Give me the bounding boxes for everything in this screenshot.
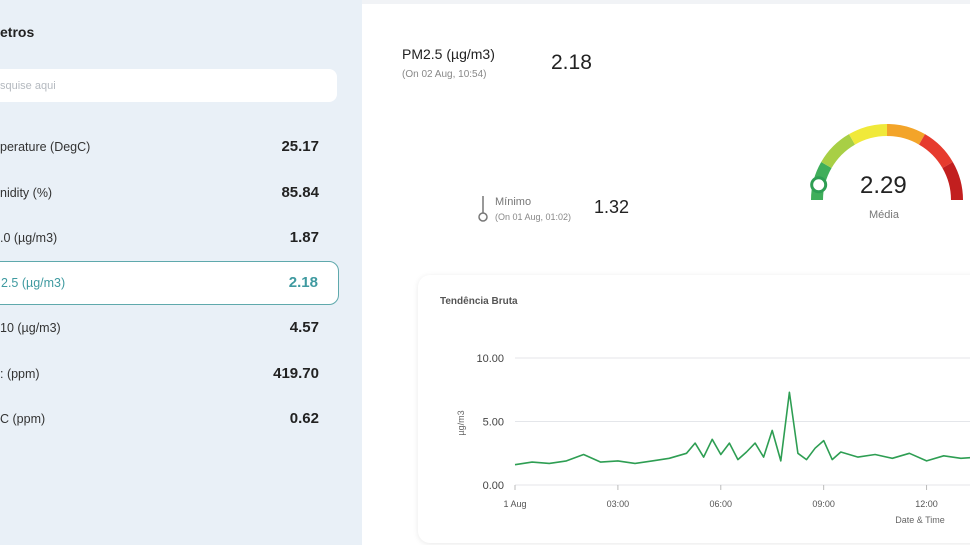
top-bar bbox=[362, 0, 970, 4]
y-tick-label: 10.00 bbox=[476, 353, 504, 365]
gauge-segment bbox=[886, 124, 925, 145]
x-tick-label: 06:00 bbox=[710, 499, 733, 509]
param-value: 1.87 bbox=[289, 229, 319, 246]
param-label: perature (DegC) bbox=[0, 140, 91, 154]
current-param-value: 2.18 bbox=[551, 51, 592, 74]
param-row[interactable]: 2.5 (µg/m3) 2.18 bbox=[0, 261, 339, 305]
sidebar-title: etros bbox=[0, 24, 35, 40]
thermometer-icon bbox=[478, 196, 488, 222]
minimum-label: Mínimo bbox=[495, 196, 532, 208]
param-value: 0.62 bbox=[289, 410, 319, 427]
x-tick-label: 1 Aug bbox=[503, 499, 526, 509]
trend-chart-card bbox=[418, 275, 970, 543]
param-value: 419.70 bbox=[273, 365, 319, 382]
x-tick-label: 12:00 bbox=[915, 499, 938, 509]
gauge-segment bbox=[918, 134, 953, 169]
minimum-value: 1.32 bbox=[594, 197, 630, 217]
average-gauge bbox=[810, 124, 963, 201]
gauge-indicator bbox=[810, 176, 828, 194]
param-label: nidity (%) bbox=[0, 186, 53, 200]
param-label: : (ppm) bbox=[0, 367, 40, 381]
y-tick-label: 5.00 bbox=[483, 417, 504, 429]
gauge-value: 2.29 bbox=[860, 172, 907, 199]
gauge-segment bbox=[942, 162, 963, 201]
current-param-name: PM2.5 (µg/m3) bbox=[402, 46, 495, 62]
y-tick-label: 0.00 bbox=[483, 480, 504, 492]
param-label: 2.5 (µg/m3) bbox=[1, 276, 66, 290]
param-row[interactable]: nidity (%) 85.84 bbox=[0, 172, 339, 216]
param-row[interactable]: : (ppm) 419.70 bbox=[0, 353, 339, 397]
param-value: 25.17 bbox=[281, 138, 319, 155]
param-label: 10 (µg/m3) bbox=[0, 321, 61, 335]
search-placeholder: squise aqui bbox=[0, 80, 56, 92]
param-row[interactable]: 10 (µg/m3) 4.57 bbox=[0, 307, 339, 351]
param-value: 2.18 bbox=[288, 274, 318, 291]
gauge-label: Média bbox=[869, 209, 899, 221]
x-tick-label: 09:00 bbox=[812, 499, 835, 509]
y-axis-label: µg/m3 bbox=[456, 410, 466, 435]
param-label: C (ppm) bbox=[0, 412, 46, 426]
param-label: .0 (µg/m3) bbox=[0, 231, 58, 245]
gauge-segment bbox=[849, 124, 888, 145]
sidebar: etros squise aqui perature (DegC) 25.17 ni… bbox=[0, 0, 362, 545]
x-tick-label: 03:00 bbox=[607, 499, 630, 509]
param-row[interactable]: perature (DegC) 25.17 bbox=[0, 126, 339, 170]
param-value: 85.84 bbox=[281, 184, 319, 201]
chart-title: Tendência Bruta bbox=[440, 296, 518, 307]
param-value: 4.57 bbox=[289, 319, 319, 336]
minimum-date: (On 01 Aug, 01:02) bbox=[495, 212, 572, 222]
search-input[interactable] bbox=[0, 69, 337, 102]
pm25-series-line bbox=[514, 391, 970, 466]
gauge-segment bbox=[821, 134, 856, 169]
trend-line-chart: 10.00 5.00 0.00 µg/m3 1 Aug 03:00 06:00 09:00 12… bbox=[456, 353, 970, 525]
current-param-date: (On 02 Aug, 10:54) bbox=[402, 69, 487, 80]
param-row[interactable]: C (ppm) 0.62 bbox=[0, 398, 339, 442]
x-axis-label: Date & Time bbox=[895, 515, 945, 525]
param-row[interactable]: .0 (µg/m3) 1.87 bbox=[0, 217, 339, 261]
